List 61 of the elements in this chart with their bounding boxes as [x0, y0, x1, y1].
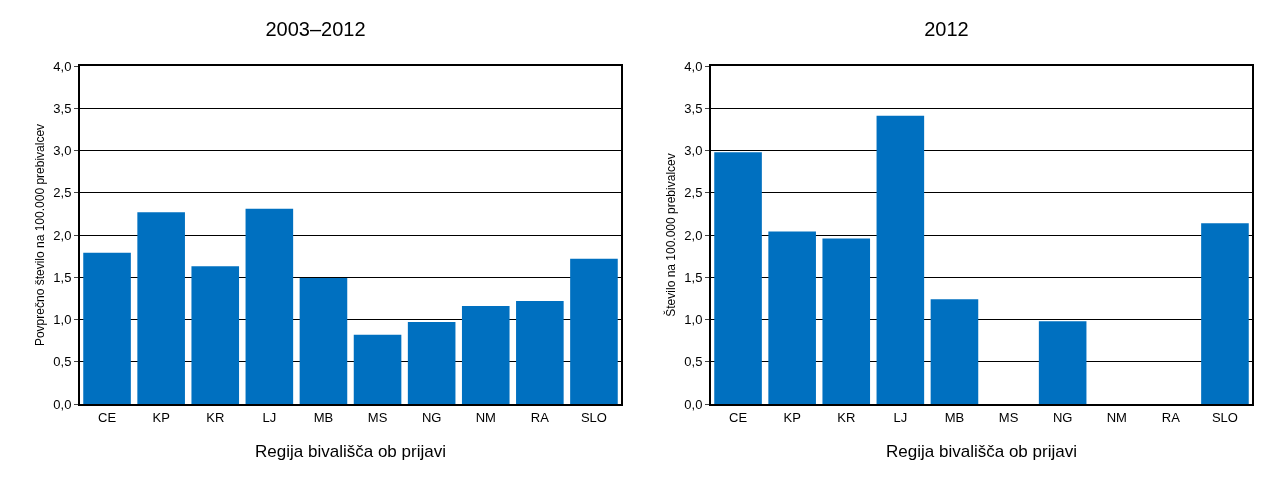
x-tick-label: SLO: [580, 409, 607, 425]
y-tick-label: 1,5: [684, 269, 703, 285]
y-tick-label: 2,5: [53, 185, 72, 201]
y-tick-label: 4,0: [684, 58, 703, 74]
x-tick-label: KR: [206, 409, 225, 425]
x-tick-label: CE: [98, 409, 117, 425]
x-tick-label: KP: [783, 409, 801, 425]
bar: [353, 334, 402, 404]
x-tick-label: NG: [421, 409, 442, 425]
y-tick-label: 4,0: [53, 58, 72, 74]
bar: [245, 208, 294, 404]
bar: [570, 258, 618, 404]
x-tick-label: KP: [152, 409, 170, 425]
y-tick-label: 2,0: [684, 227, 703, 243]
y-tick-label: 0,0: [684, 396, 703, 412]
x-tick-label: MB: [313, 409, 334, 425]
bar: [191, 266, 240, 404]
x-tick-label: MS: [998, 409, 1019, 425]
x-tick-label: MB: [944, 409, 965, 425]
y-tick-label: 3,5: [684, 100, 703, 116]
y-tick-label: 3,0: [684, 143, 703, 159]
x-tick-label: MS: [367, 409, 388, 425]
x-tick-label: SLO: [1211, 409, 1238, 425]
x-tick-label: RA: [1161, 409, 1181, 425]
y-axis-title: Povprečno število na 100.000 prebivalcev: [33, 123, 48, 347]
x-axis-title: Regija bivališča ob prijavi: [886, 442, 1077, 462]
bar: [299, 278, 348, 404]
bar: [461, 305, 510, 404]
x-tick-label: LJ: [262, 409, 277, 425]
bar: [768, 231, 816, 404]
y-tick-label: 1,5: [53, 269, 72, 285]
x-tick-label: RA: [530, 409, 550, 425]
y-tick-label: 0,5: [53, 354, 72, 370]
bar: [137, 212, 185, 404]
x-tick-label: NM: [1106, 409, 1127, 425]
y-tick-label: 3,5: [53, 100, 72, 116]
bar: [83, 252, 131, 404]
chart-title: 2012: [924, 17, 969, 40]
y-axis-title: Število na 100.000 prebivalcev: [663, 153, 679, 317]
bar: [1201, 223, 1249, 404]
y-tick-label: 0,0: [53, 396, 72, 412]
bar: [930, 299, 979, 404]
bar: [1038, 321, 1087, 404]
bar: [876, 115, 925, 404]
y-tick-label: 3,0: [53, 143, 72, 159]
y-tick-label: 1,0: [53, 312, 72, 328]
x-axis-title: Regija bivališča ob prijavi: [255, 442, 446, 462]
y-tick-label: 0,5: [684, 354, 703, 370]
y-tick-label: 2,5: [684, 185, 703, 201]
bar: [407, 322, 456, 404]
x-tick-label: NM: [475, 409, 496, 425]
y-tick-label: 2,0: [53, 227, 72, 243]
bar: [822, 238, 871, 404]
x-tick-label: KR: [837, 409, 856, 425]
x-tick-label: LJ: [893, 409, 908, 425]
chart-title: 2003–2012: [265, 17, 366, 40]
y-tick-label: 1,0: [684, 312, 703, 328]
bar: [714, 152, 762, 404]
x-tick-label: NG: [1052, 409, 1073, 425]
bar: [516, 300, 564, 404]
x-tick-label: CE: [729, 409, 748, 425]
